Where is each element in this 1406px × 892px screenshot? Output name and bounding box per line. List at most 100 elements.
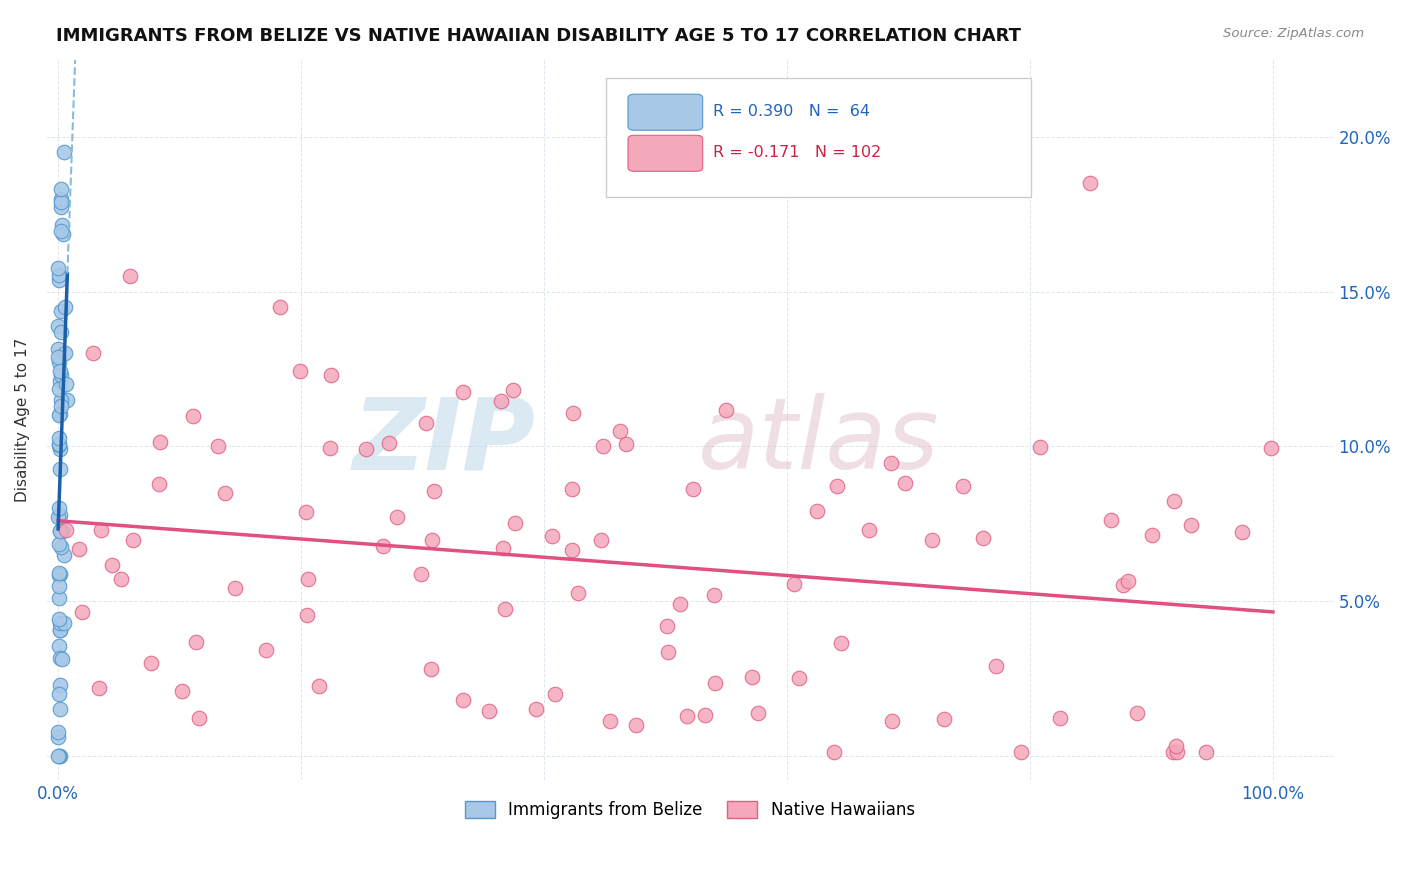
Point: [48, 640, 70, 654]
Point: [477, 704, 499, 718]
Point: [1099, 513, 1122, 527]
Point: [703, 588, 725, 602]
Point: [186, 634, 208, 648]
Point: [1163, 746, 1185, 760]
Point: [378, 435, 401, 450]
Point: [295, 505, 318, 519]
Point: [830, 636, 852, 650]
Point: [48, 273, 70, 287]
Point: [49, 182, 72, 196]
Point: [90, 523, 112, 537]
Point: [224, 581, 246, 595]
Point: [747, 706, 769, 720]
Point: [49, 325, 72, 339]
Point: [51, 192, 73, 206]
Point: [411, 566, 433, 581]
Point: [53, 300, 76, 314]
Point: [693, 708, 716, 723]
Point: [49, 374, 72, 388]
Point: [1195, 746, 1218, 760]
Point: [48, 566, 70, 580]
Point: [55, 377, 77, 392]
Point: [1116, 574, 1139, 588]
Point: [48, 501, 70, 516]
Point: [524, 702, 547, 716]
Point: [451, 385, 474, 400]
Point: [1180, 517, 1202, 532]
Point: [592, 439, 614, 453]
Point: [451, 693, 474, 707]
Point: [46, 351, 69, 365]
Point: [51, 392, 73, 407]
Point: [544, 687, 567, 701]
Point: [51, 218, 73, 232]
Point: [297, 572, 319, 586]
Point: [49, 524, 72, 538]
Point: [952, 479, 974, 493]
Point: [51, 227, 73, 241]
Point: [714, 403, 737, 417]
Text: Source: ZipAtlas.com: Source: ZipAtlas.com: [1223, 27, 1364, 40]
Point: [1111, 577, 1133, 591]
Point: [72, 605, 94, 619]
Point: [823, 746, 845, 760]
Point: [51, 540, 73, 554]
Point: [48, 442, 70, 457]
Point: [567, 586, 589, 600]
Point: [49, 462, 72, 476]
Point: [423, 483, 446, 498]
Point: [319, 441, 342, 455]
Point: [373, 539, 395, 553]
Point: [741, 670, 763, 684]
Point: [540, 528, 562, 542]
Point: [89, 681, 111, 696]
FancyBboxPatch shape: [628, 95, 703, 130]
Point: [1232, 525, 1254, 540]
Point: [1163, 494, 1185, 508]
Point: [599, 714, 621, 728]
Point: [492, 541, 515, 555]
Point: [55, 346, 77, 360]
Point: [825, 478, 848, 492]
Point: [48, 355, 70, 369]
Point: [682, 483, 704, 497]
Point: [319, 368, 342, 382]
Point: [48, 510, 70, 524]
Point: [56, 392, 79, 407]
Point: [52, 145, 75, 160]
Point: [46, 748, 69, 763]
Point: [48, 748, 70, 763]
Point: [110, 572, 132, 586]
Point: [46, 343, 69, 357]
Point: [49, 748, 72, 763]
Point: [48, 651, 70, 665]
Point: [269, 300, 291, 314]
Point: [502, 383, 524, 397]
Point: [894, 476, 917, 491]
Point: [67, 542, 90, 557]
Point: [139, 656, 162, 670]
Point: [48, 438, 70, 452]
Point: [614, 437, 637, 451]
Point: [984, 658, 1007, 673]
Point: [48, 615, 70, 630]
Point: [354, 442, 377, 456]
Point: [49, 624, 72, 638]
Point: [1028, 441, 1050, 455]
Point: [118, 269, 141, 284]
Point: [49, 508, 72, 522]
Point: [1126, 706, 1149, 720]
Point: [101, 558, 124, 572]
Point: [214, 485, 236, 500]
Point: [52, 548, 75, 562]
Point: [254, 642, 277, 657]
Point: [880, 714, 903, 729]
FancyBboxPatch shape: [628, 136, 703, 171]
Text: ZIP: ZIP: [353, 393, 536, 490]
Point: [148, 477, 170, 491]
Point: [51, 200, 73, 214]
Point: [48, 591, 70, 606]
Point: [609, 424, 631, 438]
Point: [48, 537, 70, 551]
Point: [561, 482, 583, 496]
